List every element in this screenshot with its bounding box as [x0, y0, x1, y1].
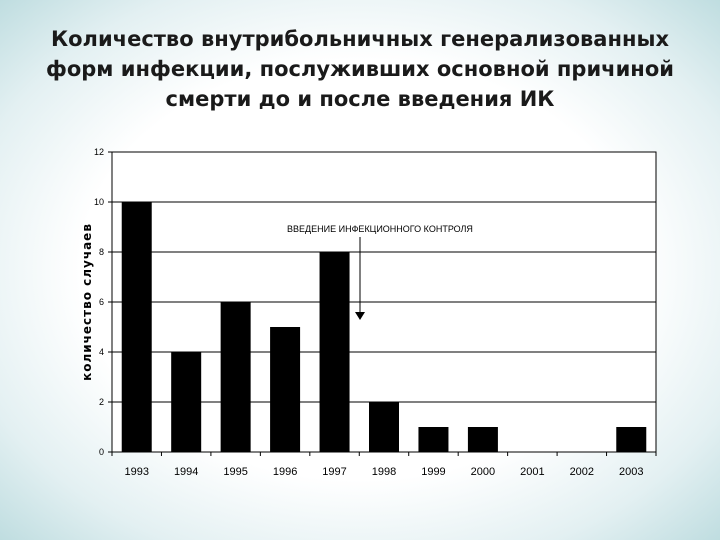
y-axis-ticks: 0 2 4 6 8 10 12	[94, 147, 112, 457]
x-tick-label: 1998	[372, 466, 396, 478]
x-tick-label: 1999	[421, 466, 445, 478]
slide-title: Количество внутрибольничных генерализова…	[46, 27, 674, 111]
bar-1993	[121, 202, 152, 452]
annotation-arrow-head	[355, 312, 365, 320]
bar-1996	[270, 327, 301, 452]
x-tick-label: 2002	[570, 466, 594, 478]
x-tick-label: 1995	[223, 466, 247, 478]
y-tick-label: 4	[99, 347, 104, 357]
bar-1997	[319, 252, 350, 452]
x-tick-label: 2000	[471, 466, 495, 478]
y-tick-label: 8	[99, 247, 104, 257]
y-tick-label: 10	[94, 197, 104, 207]
x-tick-label: 1997	[322, 466, 346, 478]
bar-1999	[418, 427, 449, 452]
x-tick-label: 1996	[273, 466, 297, 478]
y-tick-label: 0	[99, 447, 104, 457]
bar-2003	[616, 427, 647, 452]
x-axis-ticks: 1993 1994 1995 1996 1997 1998 1999 2000 2001 2002…	[111, 452, 657, 478]
x-tick-label: 1993	[124, 466, 148, 478]
x-tick-label: 2003	[619, 466, 643, 478]
y-tick-label: 12	[94, 147, 104, 157]
bar-1998	[369, 402, 399, 452]
x-tick-label: 2001	[520, 466, 544, 478]
y-tick-label: 6	[99, 297, 104, 307]
y-axis-label: количество случаев	[80, 223, 94, 381]
bar-1995	[220, 302, 251, 452]
bar-2000	[467, 427, 498, 452]
bars	[121, 202, 647, 452]
x-tick-label: 1994	[174, 466, 198, 478]
bar-1994	[171, 352, 202, 452]
y-tick-label: 2	[99, 397, 104, 407]
annotation: ВВЕДЕНИЕ ИНФЕКЦИОННОГО КОНТРОЛЯ	[287, 224, 473, 320]
annotation-text: ВВЕДЕНИЕ ИНФЕКЦИОННОГО КОНТРОЛЯ	[287, 224, 473, 234]
